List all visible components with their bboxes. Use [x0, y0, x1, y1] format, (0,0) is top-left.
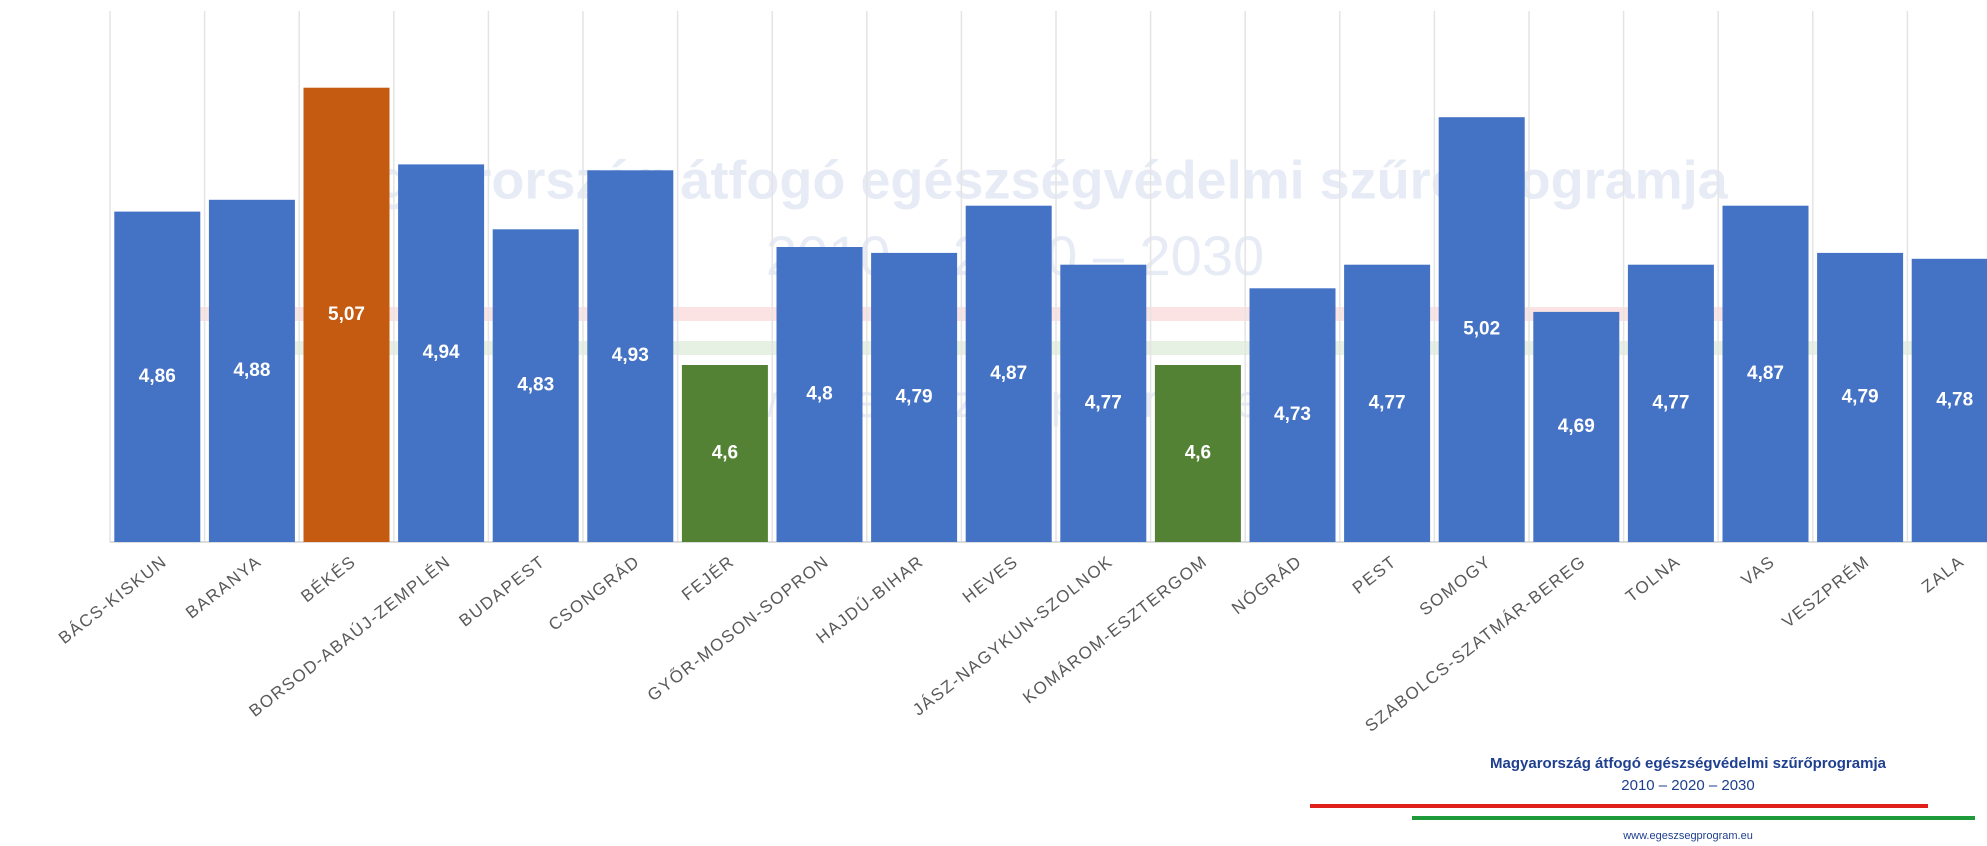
- bar: [114, 211, 201, 542]
- data-label: 4,73: [1274, 404, 1311, 425]
- x-tick-label: VESZPRÉM: [1778, 552, 1873, 632]
- bar: [681, 365, 768, 542]
- x-tick-label: KOMÁROM-ESZTERGOM: [1019, 552, 1211, 708]
- bar: [398, 164, 485, 542]
- data-label: 5,07: [328, 304, 365, 325]
- x-tick-label: VAS: [1738, 552, 1779, 590]
- x-tick-label: JÁSZ-NAGYKUN-SZOLNOK: [909, 552, 1116, 720]
- x-tick-label: ZALA: [1918, 552, 1968, 597]
- bar: [303, 87, 390, 542]
- x-tick-label: PEST: [1349, 552, 1400, 598]
- bar: [208, 199, 295, 543]
- data-label: 4,77: [1085, 392, 1122, 413]
- bar: [1344, 264, 1431, 542]
- x-tick-label: NÓGRÁD: [1228, 552, 1306, 618]
- data-label: 4,6: [712, 443, 738, 464]
- data-label: 4,79: [1842, 386, 1879, 407]
- data-label: 4,86: [139, 366, 176, 387]
- logo-url: www.egeszsegprogram.eu: [1622, 830, 1753, 842]
- data-label: 4,87: [1747, 363, 1784, 384]
- bar: [1911, 258, 1987, 542]
- data-label: 4,79: [896, 386, 933, 407]
- bar: [1817, 252, 1904, 542]
- data-label: 4,77: [1652, 392, 1689, 413]
- bar: [965, 205, 1052, 542]
- data-label: 4,8: [806, 384, 832, 405]
- data-label: 4,69: [1558, 416, 1595, 437]
- x-tick-label: BUDAPEST: [456, 552, 549, 631]
- x-tick-label: FEJÉR: [678, 552, 738, 605]
- bar: [1533, 311, 1620, 542]
- logo-years: 2010 – 2020 – 2030: [1621, 777, 1754, 794]
- x-tick-label: GYŐR-MOSON-SOPRON: [644, 552, 833, 705]
- bar: [1627, 264, 1714, 542]
- data-label: 4,93: [612, 345, 649, 366]
- x-tick-label: BÉKÉS: [297, 552, 359, 606]
- x-tick-label: BÁCS-KISKUN: [55, 552, 171, 648]
- bar: [776, 247, 863, 542]
- bar: [492, 229, 579, 543]
- bar: [1060, 264, 1147, 542]
- bar: [1249, 288, 1336, 542]
- bar: [1722, 205, 1809, 542]
- data-label: 4,88: [233, 360, 270, 381]
- bar: [1438, 117, 1525, 542]
- x-tick-label: BARANYA: [182, 552, 265, 623]
- data-label: 4,78: [1936, 389, 1973, 410]
- bar: [1154, 365, 1241, 542]
- bar: [871, 252, 958, 542]
- data-label: 4,6: [1185, 443, 1211, 464]
- x-tick-label: TOLNA: [1622, 552, 1684, 606]
- x-tick-label: BORSOD-ABAÚJ-ZEMPLÉN: [246, 552, 455, 721]
- logo-title: Magyarország átfogó egészségvédelmi szűr…: [1490, 755, 1887, 772]
- x-tick-label: SOMOGY: [1416, 552, 1495, 620]
- x-tick-label: CSONGRÁD: [545, 552, 644, 635]
- data-label: 4,87: [990, 363, 1027, 384]
- x-tick-label: HEVES: [959, 552, 1022, 607]
- bar: [587, 170, 674, 543]
- data-label: 4,94: [423, 342, 460, 363]
- data-label: 4,83: [517, 375, 554, 396]
- data-label: 4,77: [1369, 392, 1406, 413]
- data-label: 5,02: [1463, 319, 1500, 340]
